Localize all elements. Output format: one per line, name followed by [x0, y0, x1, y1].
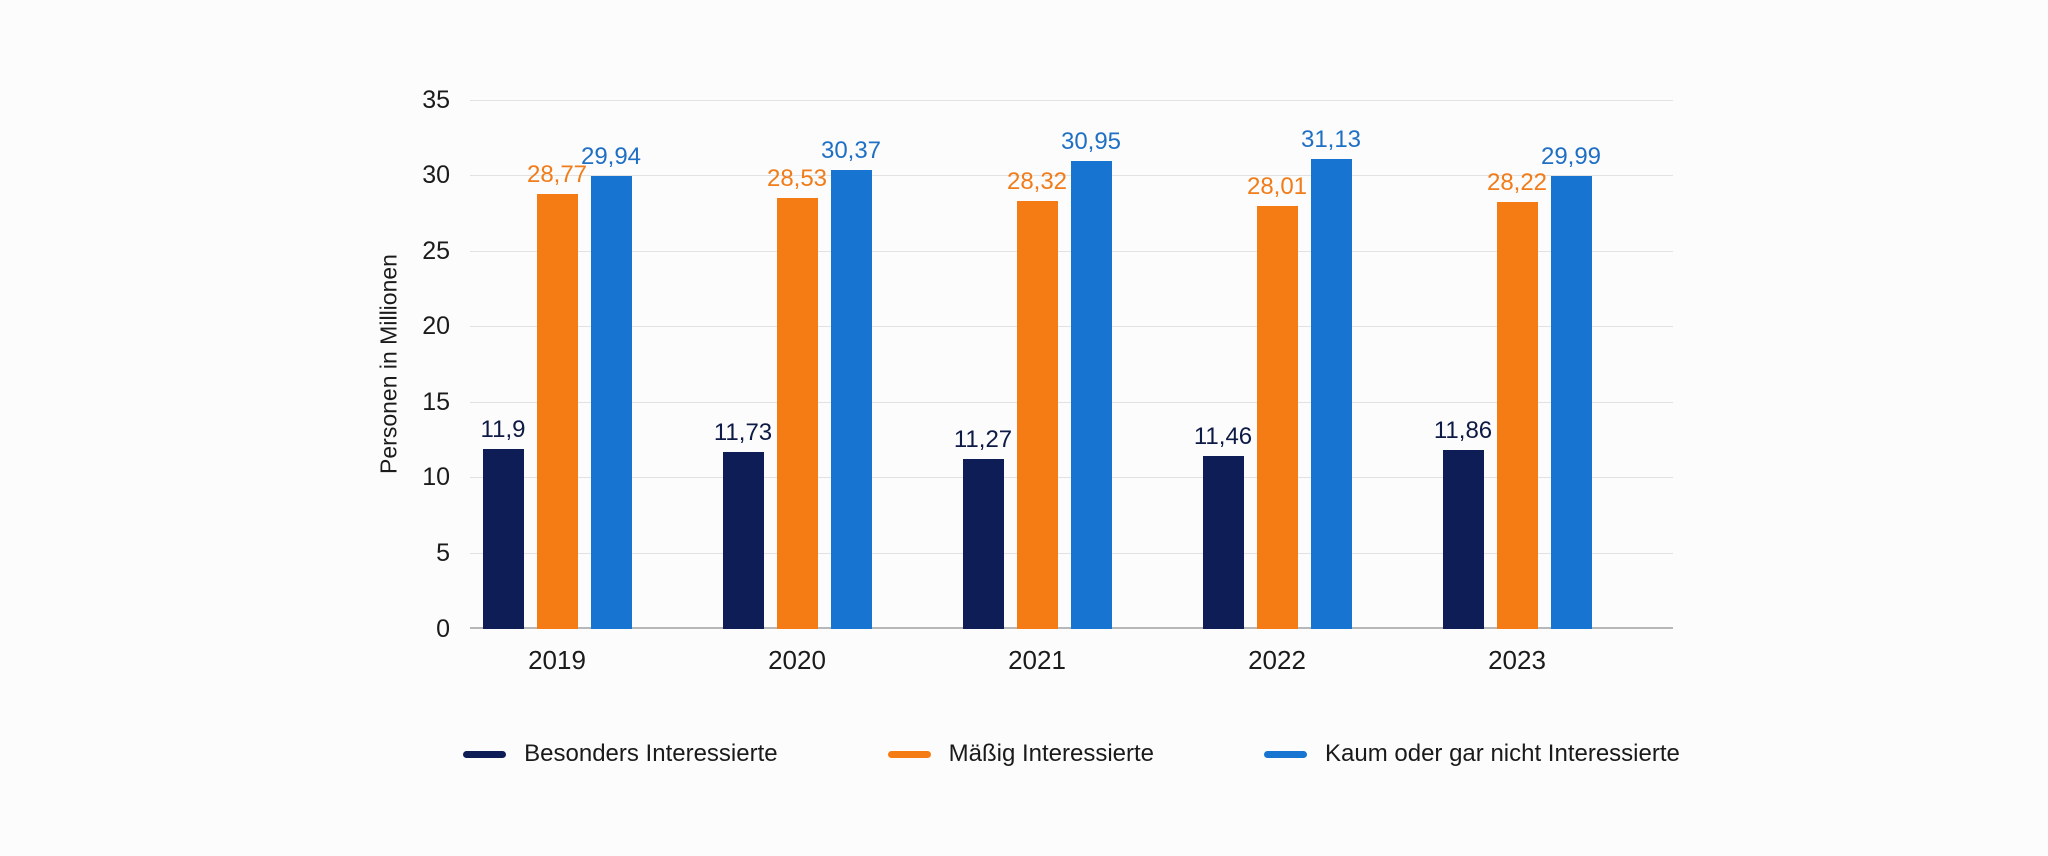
bar-value-label: 28,01 [1246, 172, 1308, 200]
legend-item: Kaum oder gar nicht Interessierte [1264, 740, 1680, 768]
legend-label: Mäßig Interessierte [948, 740, 1155, 767]
bar-value-label: 11,73 [713, 418, 773, 446]
legend-marker [463, 750, 507, 758]
bar [1442, 449, 1484, 629]
bar-wrap: 31,13 [1301, 126, 1361, 629]
bar-group: 11,86 28,22 29,99 [1434, 100, 1601, 629]
bar-value-label: 29,94 [580, 143, 642, 171]
bar-value-label: 28,22 [1486, 169, 1548, 197]
x-tick-label: 2021 [1008, 645, 1066, 675]
bar-wrap: 28,01 [1247, 173, 1307, 629]
y-tick-label: 10 [422, 463, 450, 492]
x-tick-label: 2019 [528, 645, 586, 675]
y-tick-label: 15 [422, 387, 450, 416]
bar-wrap: 11,9 [480, 416, 526, 629]
bar [482, 449, 524, 629]
legend-item: Besonders Interessierte [463, 740, 778, 768]
bar-wrap: 29,94 [581, 144, 641, 629]
bar-group: 11,46 28,01 31,13 [1194, 100, 1361, 629]
bar [1310, 158, 1352, 629]
y-tick-label: 20 [422, 312, 450, 341]
bar [830, 169, 872, 629]
x-tick-label: 2022 [1248, 645, 1306, 675]
bar-wrap: 11,46 [1194, 423, 1252, 629]
bar [1202, 455, 1244, 629]
bar-wrap: 28,77 [527, 162, 587, 629]
y-axis: 0 5 10 15 20 25 30 35 [320, 87, 450, 641]
bar [962, 458, 1004, 629]
bar-wrap: 28,32 [1007, 168, 1067, 629]
bar [1550, 175, 1592, 629]
y-tick-label: 5 [436, 538, 450, 567]
bar-wrap: 30,95 [1061, 129, 1121, 629]
legend-marker [1264, 750, 1308, 758]
bar-wrap: 28,53 [767, 165, 827, 629]
bar-value-label: 28,32 [1006, 167, 1068, 195]
bar-wrap: 29,99 [1541, 143, 1601, 629]
bar [1016, 200, 1058, 629]
legend: Besonders Interessierte Mäßig Interessier… [463, 740, 1680, 768]
plot-area: 11,9 28,77 29,94 11,73 28,53 30,37 11,27 28,32 3… [470, 99, 1673, 629]
x-tick-label: 2020 [768, 645, 826, 675]
bar-value-label: 30,95 [1060, 128, 1122, 156]
bar-value-label: 28,53 [766, 164, 828, 192]
legend-item: Mäßig Interessierte [887, 740, 1155, 768]
x-tick-label: 2023 [1488, 645, 1546, 675]
bar [1496, 202, 1538, 629]
legend-marker [887, 750, 931, 758]
bar-value-label: 30,37 [820, 136, 882, 164]
bar-group: 11,27 28,32 30,95 [954, 100, 1121, 629]
bar [776, 197, 818, 629]
bar-value-label: 11,46 [1193, 422, 1253, 450]
bar [722, 451, 764, 629]
bar-group: 11,9 28,77 29,94 [480, 100, 641, 629]
bar-value-label: 11,27 [953, 425, 1013, 453]
gridline [470, 99, 1673, 101]
legend-label: Kaum oder gar nicht Interessierte [1325, 740, 1680, 767]
bar-value-label: 31,13 [1300, 125, 1362, 153]
bar [590, 176, 632, 629]
bar-group: 11,73 28,53 30,37 [714, 100, 881, 629]
bar [1070, 161, 1112, 629]
y-tick-label: 30 [422, 161, 450, 190]
bar-value-label: 11,9 [480, 416, 526, 444]
legend-label: Besonders Interessierte [524, 740, 778, 767]
y-tick-label: 35 [422, 85, 450, 114]
y-tick-label: 0 [436, 614, 450, 643]
bar-wrap: 11,73 [714, 419, 772, 629]
bar [1256, 205, 1298, 629]
bar-value-label: 11,86 [1433, 416, 1493, 444]
bar-value-label: 28,77 [526, 161, 588, 189]
bar-value-label: 29,99 [1540, 142, 1602, 170]
bar-wrap: 11,27 [954, 426, 1012, 629]
bar-wrap: 30,37 [821, 137, 881, 629]
bar-wrap: 11,86 [1434, 417, 1492, 629]
y-tick-label: 25 [422, 236, 450, 265]
bar [536, 194, 578, 629]
bar-wrap: 28,22 [1487, 170, 1547, 629]
